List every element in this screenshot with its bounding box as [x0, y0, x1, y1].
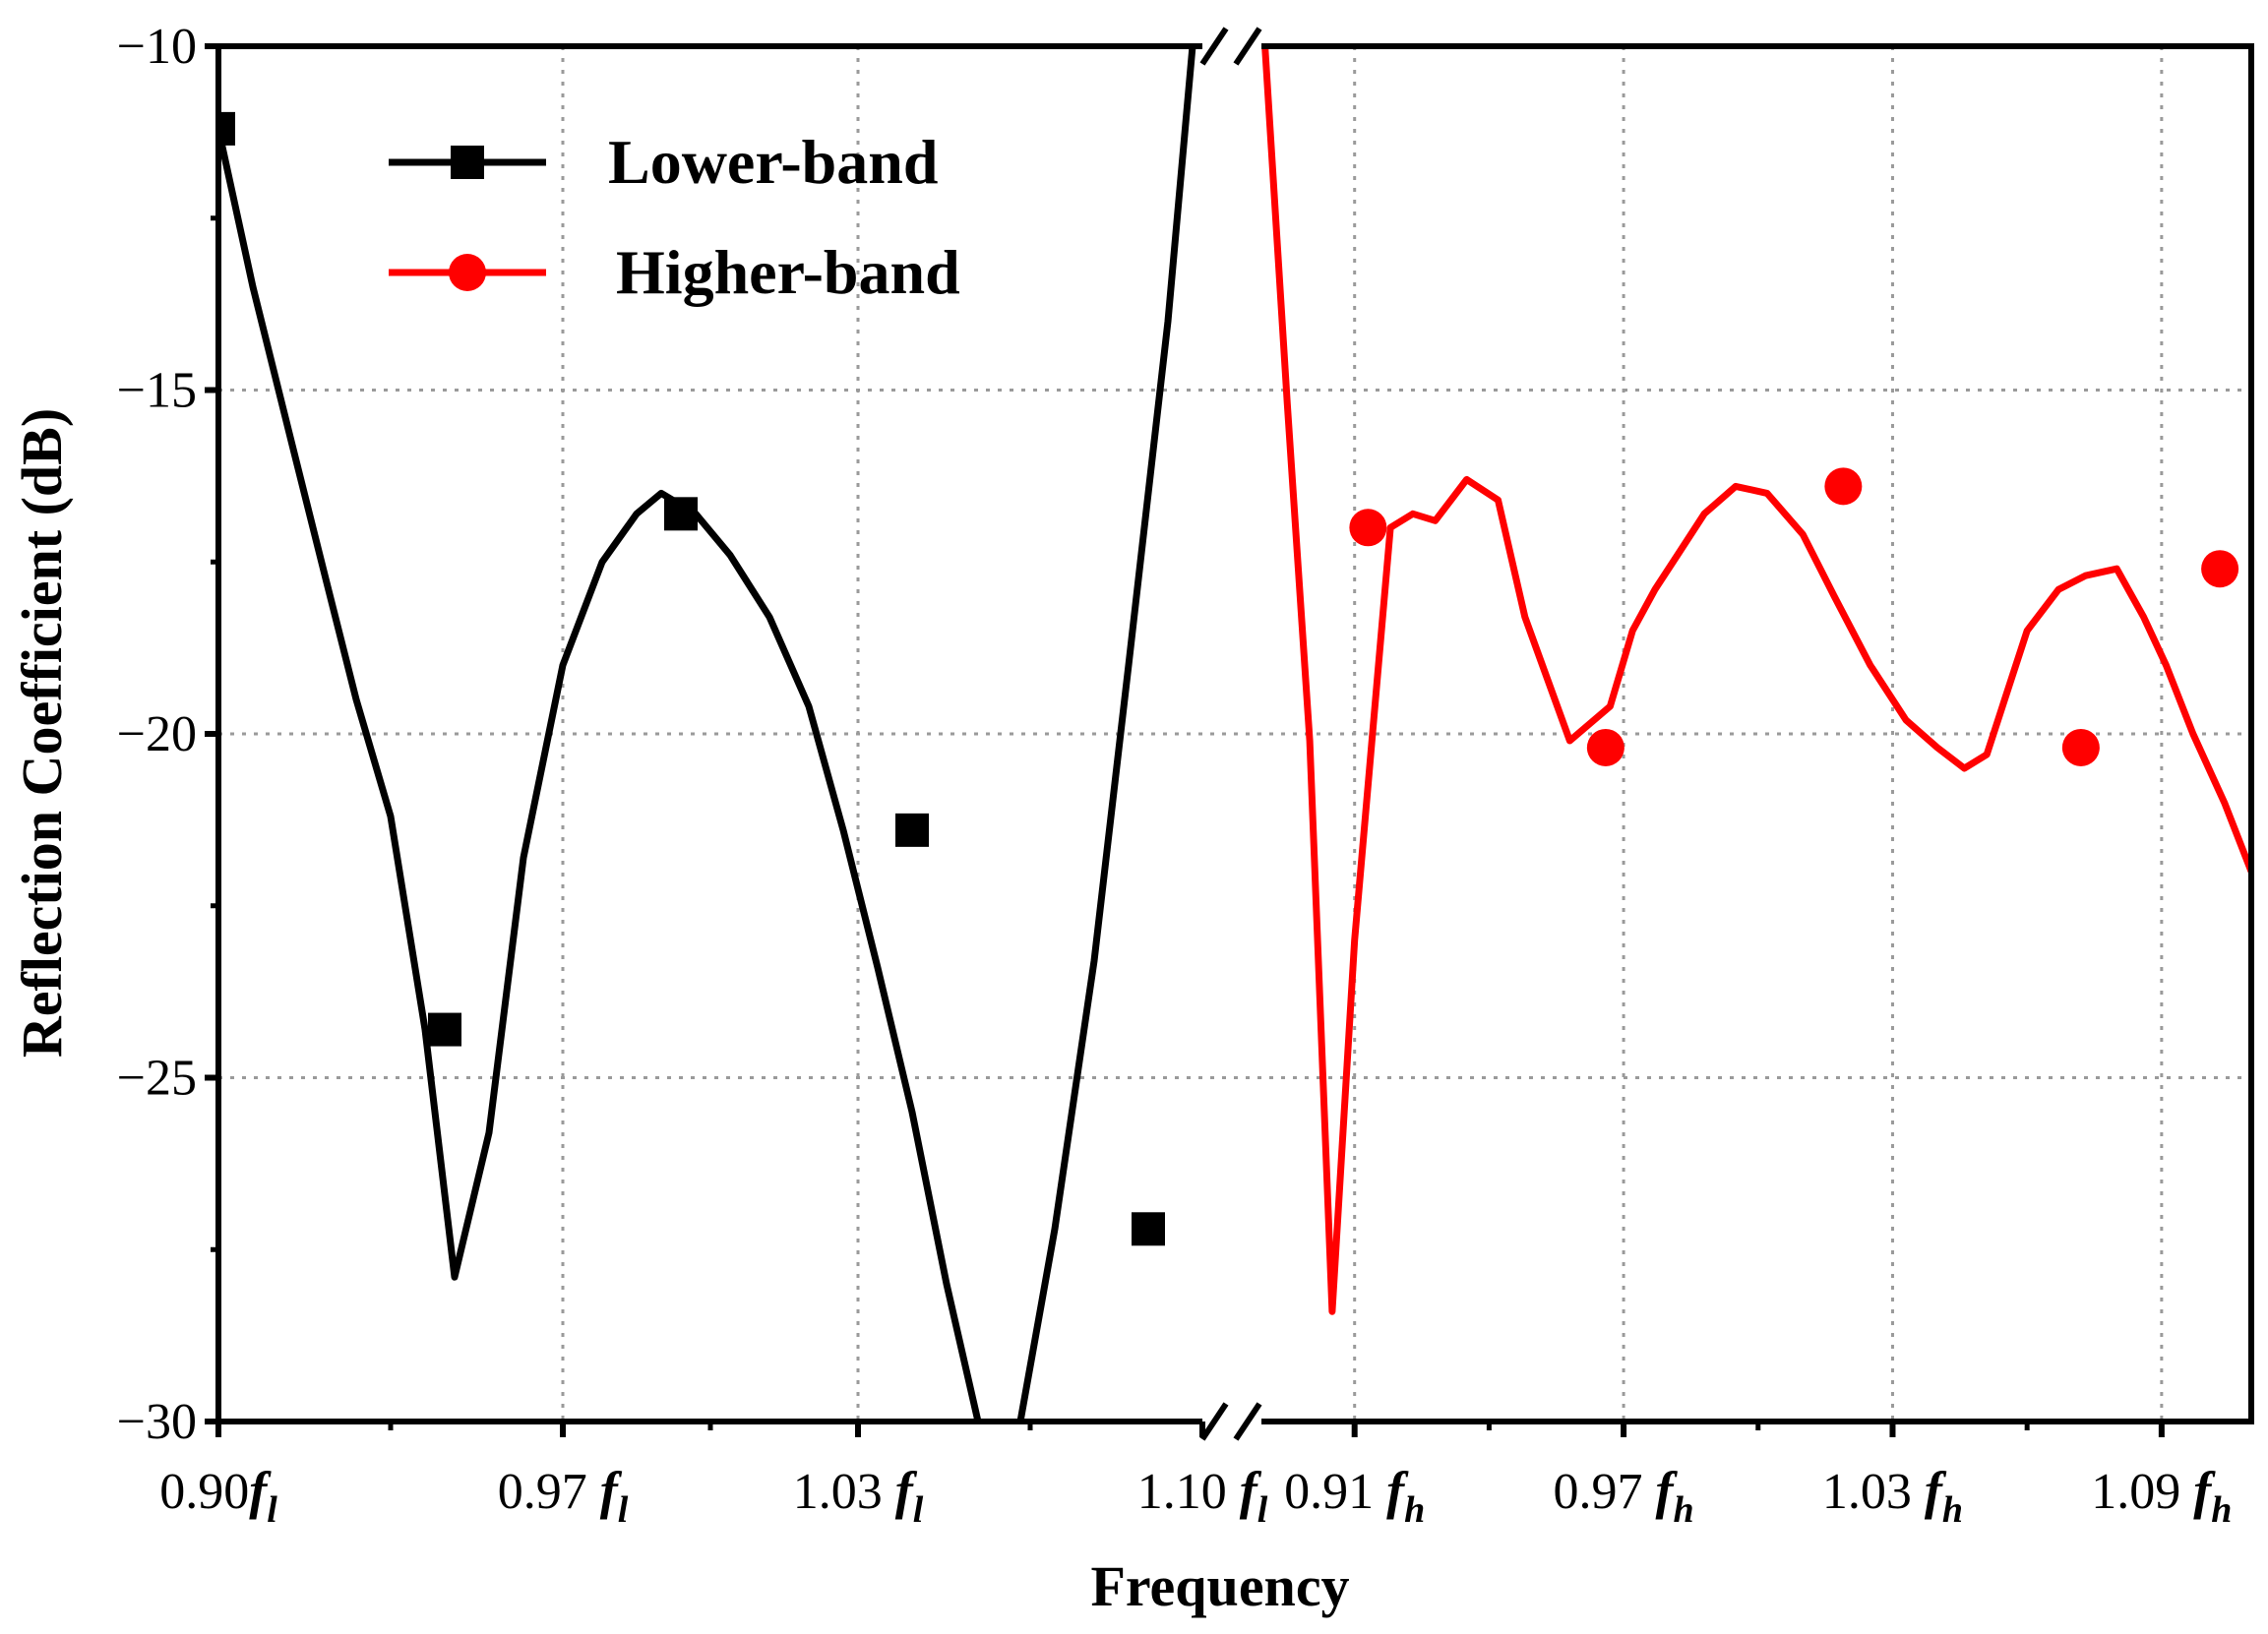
data-point-lower-band [895, 813, 929, 847]
y-axis-label: Reflection Coefficient (dB) [10, 408, 74, 1058]
data-point-higher-band [2201, 550, 2239, 588]
y-tick-label: −15 [117, 363, 197, 419]
data-point-lower-band [664, 497, 698, 531]
y-tick-label: −10 [117, 19, 197, 75]
data-point-lower-band [1132, 1212, 1165, 1246]
x-axis-label: Frequency [1090, 1554, 1349, 1618]
grid-lines [218, 46, 2251, 1422]
data-point-higher-band [1349, 509, 1387, 547]
legend-marker-higher-band [449, 254, 486, 291]
series-markers [218, 111, 2239, 1246]
y-tick-label: −20 [117, 706, 197, 762]
x-tick-label: 0.97 fh [1554, 1461, 1694, 1531]
data-point-higher-band [1824, 467, 1863, 506]
data-point-lower-band [428, 1012, 461, 1047]
legend: Lower-band Higher-band [389, 127, 960, 307]
x-tick-label: 0.97 fl [498, 1461, 629, 1531]
axis-break-mark [1199, 1402, 1229, 1441]
x-tick-label: 0.91 fh [1284, 1461, 1425, 1531]
axis-break-mark [1233, 1402, 1262, 1441]
axis-break-mark [1199, 27, 1229, 66]
y-tick-label: −25 [117, 1051, 197, 1107]
data-point-higher-band [1586, 728, 1624, 766]
data-point-higher-band [2061, 728, 2100, 766]
axes-frame [215, 27, 2254, 1441]
series-lines [218, 46, 2251, 1422]
series-line-higher-band [1261, 46, 2251, 1315]
x-tick-label: 1.03 fl [793, 1461, 924, 1531]
data-point-lower-band [218, 111, 235, 146]
x-tick-label: 1.10 fl [1137, 1461, 1268, 1531]
axis-ticks: −10 −15 −20 −25 −30 0.90fl 0.97 fl 1.03 fl 1.10 … [117, 19, 2233, 1531]
x-tick-label: 1.09 fh [2091, 1461, 2232, 1531]
legend-marker-lower-band [451, 146, 484, 179]
axis-break-mark [1233, 27, 1262, 66]
x-tick-label: 1.03 fh [1822, 1461, 1963, 1531]
x-tick-label: 0.90fl [159, 1461, 277, 1531]
legend-label-lower-band: Lower-band [608, 127, 938, 197]
legend-label-higher-band: Higher-band [616, 237, 960, 307]
y-tick-label: −30 [117, 1394, 197, 1450]
